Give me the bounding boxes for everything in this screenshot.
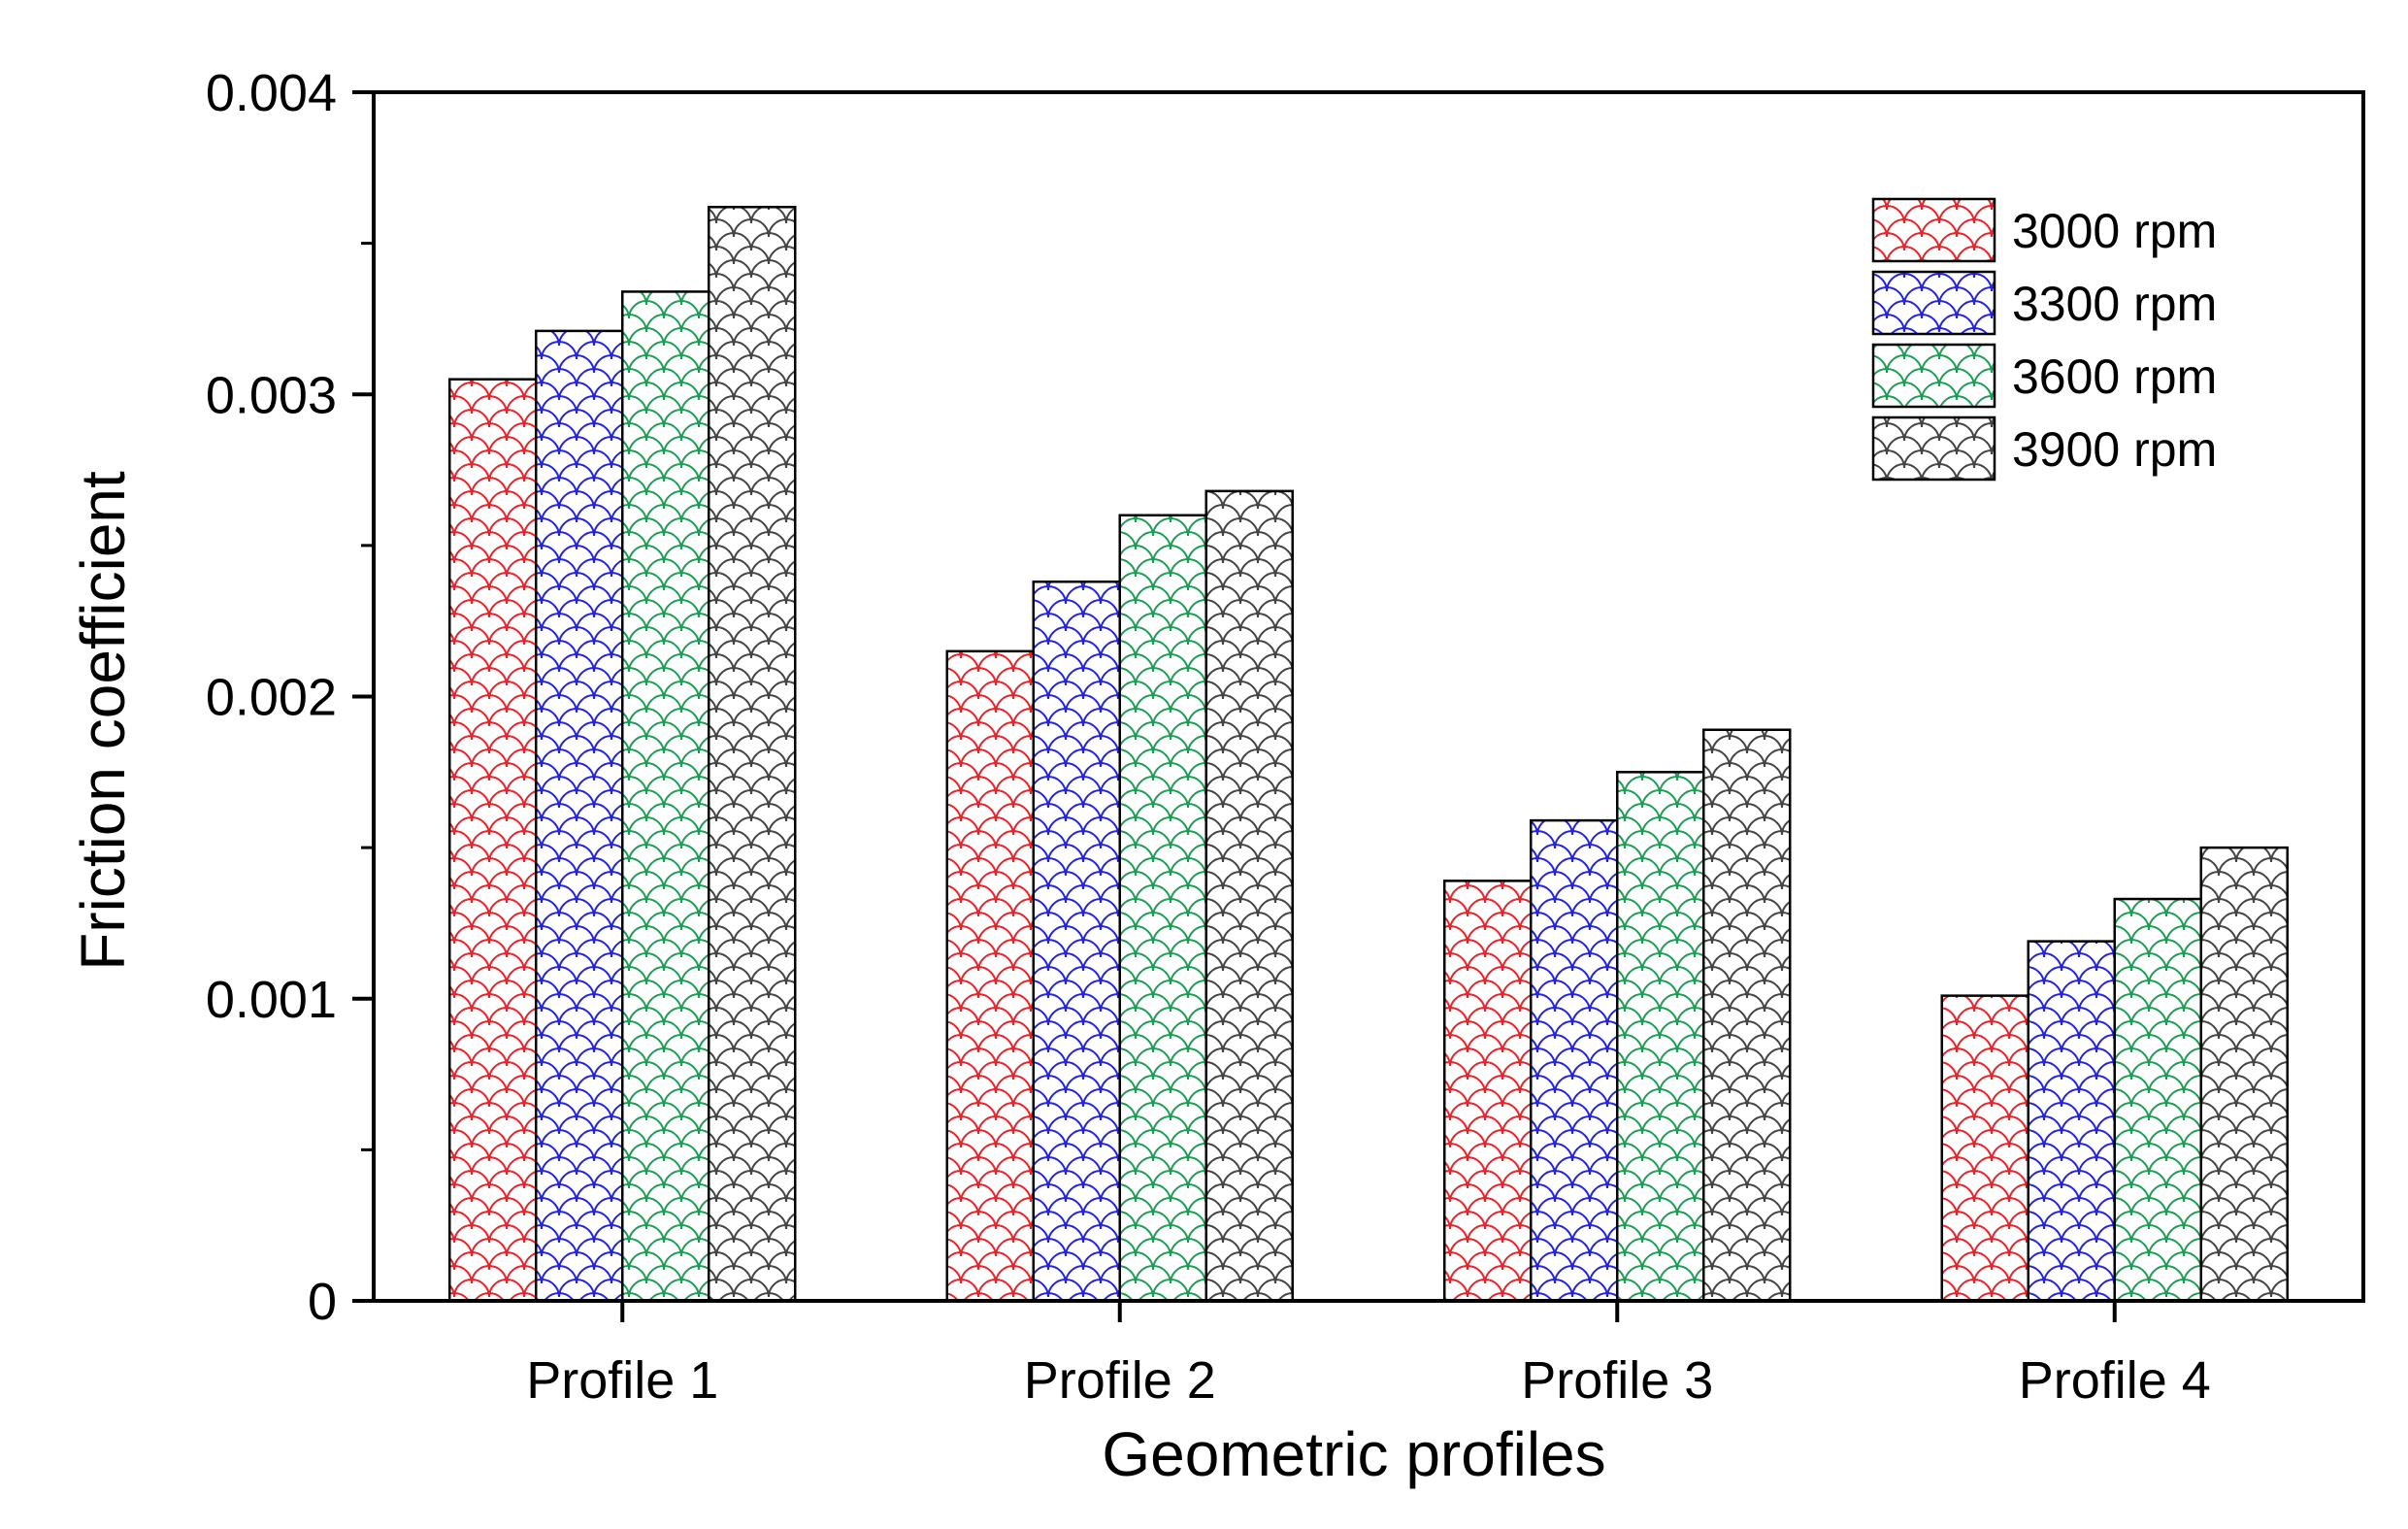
x-tick-label: Profile 2 (1024, 1351, 1216, 1410)
legend-label: 3300 rpm (2012, 277, 2217, 331)
bar-2-3600-rpm (1118, 514, 1207, 1303)
bar-2-3000-rpm (945, 649, 1035, 1303)
bar-2-3900-rpm (1204, 489, 1294, 1303)
axes-layer: 0 0.001 0.002 0.003 0.004 Profile 1 Profile 2 P… (206, 64, 2365, 1410)
bar-2-3300-rpm (1032, 580, 1121, 1303)
bar-1-3900-rpm (708, 206, 797, 1303)
bar-1-3300-rpm (535, 329, 624, 1303)
bar-3-3900-rpm (1702, 728, 1792, 1303)
x-tick-label: Profile 1 (526, 1351, 718, 1410)
x-axis-title: Geometric profiles (1102, 1419, 1605, 1489)
legend-label: 3900 rpm (2012, 422, 2217, 477)
x-tick-label: Profile 4 (2019, 1351, 2211, 1410)
bar-4-3000-rpm (1940, 994, 2029, 1303)
bar-4-3600-rpm (2113, 897, 2202, 1303)
bars-layer (448, 206, 2289, 1303)
bar-4-3300-rpm (2027, 940, 2116, 1303)
legend-label: 3000 rpm (2012, 204, 2217, 258)
bar-3-3300-rpm (1530, 818, 1619, 1303)
x-tick-label: Profile 3 (1521, 1351, 1713, 1410)
y-tick-label: 0.002 (206, 669, 337, 727)
y-tick-label: 0 (308, 1273, 337, 1331)
legend-swatch (1871, 270, 1996, 336)
y-tick-label: 0.004 (206, 64, 337, 122)
bar-1-3000-rpm (448, 378, 538, 1303)
legend-swatch (1871, 197, 1996, 263)
bar-3-3000-rpm (1443, 880, 1533, 1303)
legend: 3000 rpm 3300 rpm 3600 rpm 3900 rpm (1871, 197, 2217, 482)
legend-swatch (1871, 415, 1996, 482)
y-tick-label: 0.003 (206, 366, 337, 424)
legend-swatch (1871, 343, 1996, 409)
y-tick-label: 0.001 (206, 971, 337, 1029)
bar-3-3600-rpm (1616, 771, 1705, 1303)
y-axis-title: Friction coefficient (68, 471, 138, 971)
legend-label: 3600 rpm (2012, 349, 2217, 404)
bar-4-3900-rpm (2199, 846, 2289, 1303)
bar-1-3600-rpm (621, 290, 710, 1303)
